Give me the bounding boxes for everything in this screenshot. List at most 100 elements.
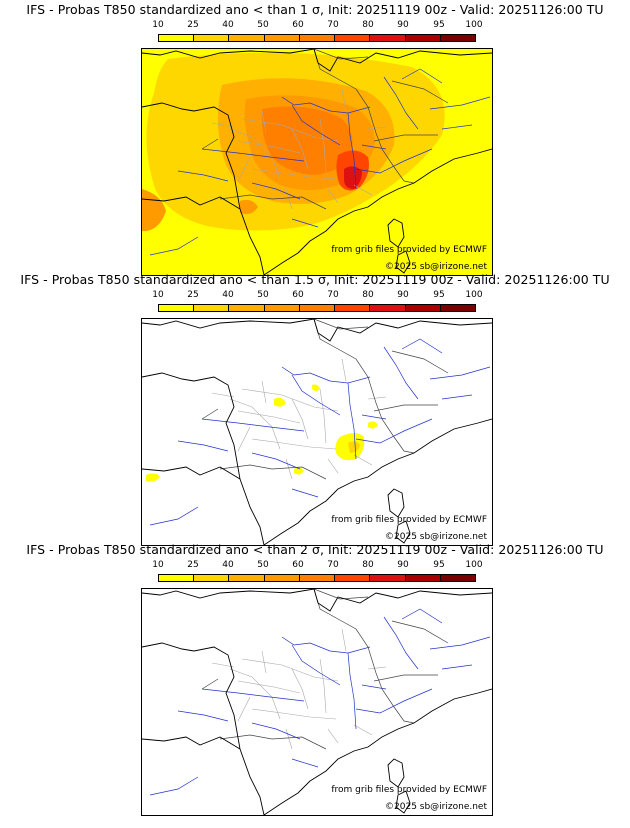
country-borders: [201, 49, 449, 210]
colorbar-tick-100: 100: [465, 20, 483, 30]
colorbar-segment-25-40: [194, 575, 230, 581]
colorbar-segment-50-60: [264, 35, 300, 41]
colorbar-segment-50-60: [264, 575, 300, 581]
colorbar-segment-60-70: [299, 305, 336, 311]
colorbar-ticks: 10 25 40 50 60 70 80 90 95 100: [142, 290, 492, 302]
country-borders: [201, 589, 449, 750]
copyright-credit: ©2025 sb@irizone.net: [385, 532, 487, 542]
country-borders: [201, 319, 449, 480]
colorbar-tick-50: 50: [257, 20, 269, 30]
colorbar-tick-25: 25: [187, 560, 199, 570]
map-panel-1: IFS - Probas T850 standardized ano < tha…: [0, 0, 630, 276]
colorbar: [158, 304, 476, 312]
colorbar-tick-25: 25: [187, 290, 199, 300]
colorbar: [158, 34, 476, 42]
copyright-credit: ©2025 sb@irizone.net: [385, 262, 487, 272]
colorbar-segment-95-100: [440, 35, 475, 41]
prob-fill-10-alps: [368, 421, 378, 429]
prob-fill-south-50: [240, 199, 258, 215]
colorbar-tick-100: 100: [465, 290, 483, 300]
colorbar-ticks: 10 25 40 50 60 70 80 90 95 100: [142, 560, 492, 572]
colorbar-tick-100: 100: [465, 560, 483, 570]
colorbar-segment-90-95: [405, 35, 441, 41]
map-canvas: [142, 589, 492, 815]
colorbar-tick-70: 70: [327, 290, 339, 300]
colorbar-tick-60: 60: [292, 290, 304, 300]
colorbar-tick-40: 40: [222, 560, 234, 570]
rivers: [149, 68, 491, 256]
map-canvas: [142, 49, 492, 275]
rivers: [149, 608, 491, 796]
colorbar-tick-90: 90: [397, 290, 409, 300]
map-panel-3: IFS - Probas T850 standardized ano < tha…: [0, 540, 630, 816]
colorbar-tick-95: 95: [433, 560, 445, 570]
colorbar-tick-10: 10: [152, 560, 164, 570]
colorbar-tick-40: 40: [222, 20, 234, 30]
colorbar-segment-80-90: [370, 575, 406, 581]
prob-fill-10-north: [274, 397, 286, 407]
colorbar-segment-40-50: [229, 575, 265, 581]
colorbar-segment-25-40: [194, 35, 230, 41]
admin-boundaries: [211, 88, 387, 210]
colorbar-tick-80: 80: [362, 290, 374, 300]
copyright-credit: ©2025 sb@irizone.net: [385, 802, 487, 812]
colorbar-segment-60-70: [299, 35, 336, 41]
colorbar-tick-40: 40: [222, 290, 234, 300]
colorbar-segment-50-60: [264, 305, 300, 311]
colorbar-segment-95-100: [440, 575, 475, 581]
prob-fill-25: [348, 441, 360, 453]
probability-map: from grib files provided by ECMWF ©2025 …: [141, 48, 493, 276]
colorbar-tick-60: 60: [292, 560, 304, 570]
colorbar-tick-10: 10: [152, 290, 164, 300]
colorbar-segment-40-50: [229, 35, 265, 41]
colorbar-tick-50: 50: [257, 290, 269, 300]
colorbar-tick-80: 80: [362, 560, 374, 570]
colorbar-tick-70: 70: [327, 20, 339, 30]
colorbar-segment-95-100: [440, 305, 475, 311]
colorbar-tick-90: 90: [397, 560, 409, 570]
colorbar-segment-90-95: [405, 305, 441, 311]
colorbar-segment-70-80: [335, 305, 371, 311]
panel-title: IFS - Probas T850 standardized ano < tha…: [20, 272, 610, 287]
colorbar-segment-10-25: [159, 305, 195, 311]
colorbar-segment-70-80: [335, 575, 371, 581]
panel-title: IFS - Probas T850 standardized ano < tha…: [26, 2, 604, 17]
colorbar-segment-40-50: [229, 305, 265, 311]
source-credit: from grib files provided by ECMWF: [331, 245, 487, 255]
prob-fill-10-south: [294, 467, 304, 475]
rivers: [149, 338, 491, 526]
admin-boundaries: [211, 628, 387, 750]
prob-fill-80: [344, 166, 362, 189]
colorbar-tick-80: 80: [362, 20, 374, 30]
colorbar-segment-70-80: [335, 35, 371, 41]
colorbar-tick-95: 95: [433, 290, 445, 300]
colorbar-tick-10: 10: [152, 20, 164, 30]
colorbar-segment-10-25: [159, 35, 195, 41]
admin-boundaries: [211, 358, 387, 480]
coastline: [142, 49, 492, 275]
map-canvas: [142, 319, 492, 545]
colorbar-tick-70: 70: [327, 560, 339, 570]
colorbar-tick-95: 95: [433, 20, 445, 30]
prob-fill-60: [261, 106, 353, 175]
colorbar-segment-80-90: [370, 305, 406, 311]
coastline: [142, 319, 492, 545]
colorbar-segment-80-90: [370, 35, 406, 41]
colorbar-tick-60: 60: [292, 20, 304, 30]
map-panel-2: IFS - Probas T850 standardized ano < tha…: [0, 270, 630, 546]
panel-title: IFS - Probas T850 standardized ano < tha…: [26, 542, 604, 557]
colorbar-ticks: 10 25 40 50 60 70 80 90 95 100: [142, 20, 492, 32]
colorbar-segment-90-95: [405, 575, 441, 581]
colorbar-tick-90: 90: [397, 20, 409, 30]
colorbar-segment-60-70: [299, 575, 336, 581]
probability-map: from grib files provided by ECMWF ©2025 …: [141, 588, 493, 816]
colorbar: [158, 574, 476, 582]
coastline: [142, 589, 492, 815]
prob-fill-10-northeast: [312, 384, 320, 391]
colorbar-segment-10-25: [159, 575, 195, 581]
probability-map: from grib files provided by ECMWF ©2025 …: [141, 318, 493, 546]
colorbar-segment-25-40: [194, 305, 230, 311]
colorbar-tick-50: 50: [257, 560, 269, 570]
colorbar-tick-25: 25: [187, 20, 199, 30]
source-credit: from grib files provided by ECMWF: [331, 785, 487, 795]
